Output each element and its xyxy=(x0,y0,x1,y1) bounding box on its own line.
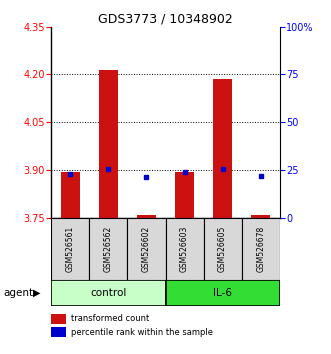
Bar xyxy=(166,218,204,280)
Bar xyxy=(127,218,166,280)
Text: control: control xyxy=(90,288,126,298)
Bar xyxy=(175,172,194,218)
Bar xyxy=(213,79,232,218)
Text: GSM526561: GSM526561 xyxy=(66,225,75,272)
Bar xyxy=(242,218,280,280)
Bar xyxy=(166,280,280,306)
Text: ▶: ▶ xyxy=(33,288,41,298)
Bar xyxy=(99,69,118,218)
Bar xyxy=(137,215,156,218)
Text: GSM526602: GSM526602 xyxy=(142,225,151,272)
Bar xyxy=(61,172,80,218)
Text: GSM526678: GSM526678 xyxy=(256,225,265,272)
Text: percentile rank within the sample: percentile rank within the sample xyxy=(71,327,213,337)
Bar xyxy=(51,218,89,280)
Text: GSM526603: GSM526603 xyxy=(180,225,189,272)
Text: transformed count: transformed count xyxy=(71,314,149,324)
Text: GSM526605: GSM526605 xyxy=(218,225,227,272)
Bar xyxy=(89,218,127,280)
Text: GSM526562: GSM526562 xyxy=(104,225,113,272)
Bar xyxy=(251,215,270,218)
Text: GDS3773 / 10348902: GDS3773 / 10348902 xyxy=(98,12,233,25)
Text: IL-6: IL-6 xyxy=(213,288,232,298)
Text: agent: agent xyxy=(3,288,33,298)
Bar xyxy=(51,280,166,306)
Bar xyxy=(204,218,242,280)
